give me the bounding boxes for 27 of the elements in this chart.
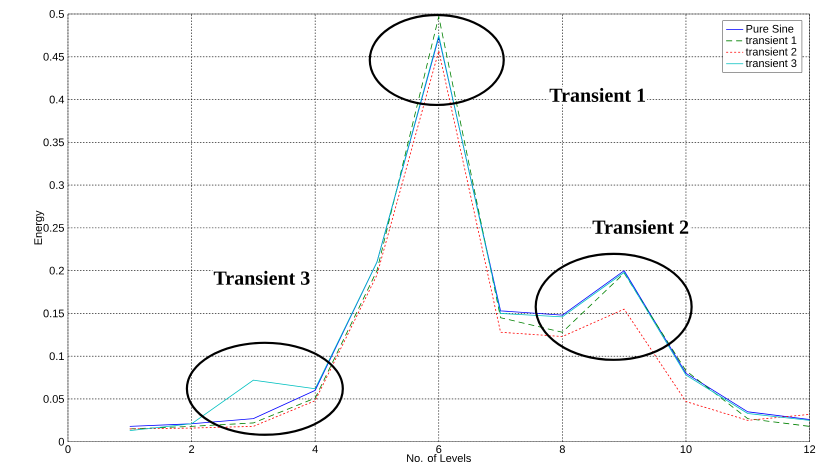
y-tick-label: 0.15 <box>43 310 64 318</box>
x-tick-label: 8 <box>560 445 565 454</box>
annotation: Transient 2 <box>592 220 688 234</box>
y-axis-title: Energy <box>34 210 44 245</box>
y-tick-label: 0 <box>58 438 64 446</box>
x-axis-title: No. of Levels <box>407 454 471 462</box>
x-tick-label: 12 <box>804 445 816 454</box>
x-tick-label: 6 <box>436 445 442 454</box>
x-tick-label: 0 <box>65 445 71 454</box>
legend-label: transient 2 <box>746 48 796 56</box>
legend-label: transient 1 <box>746 36 796 44</box>
x-tick-label: 10 <box>680 445 692 454</box>
y-tick-label: 0.4 <box>50 96 64 104</box>
y-tick-label: 0.2 <box>50 266 64 275</box>
y-tick-label: 0.25 <box>43 224 64 232</box>
y-tick-label: 0.1 <box>50 352 64 360</box>
y-tick-label: 0.45 <box>43 53 64 61</box>
y-tick-label: 0.05 <box>43 395 64 403</box>
annotation: Transient 3 <box>214 270 310 285</box>
y-tick-label: 0.5 <box>50 10 64 18</box>
y-tick-label: 0.35 <box>43 138 64 146</box>
annotation: Transient 1 <box>550 88 646 102</box>
x-tick-label: 2 <box>189 445 194 454</box>
y-tick-label: 0.3 <box>50 181 64 190</box>
legend-label: Pure Sine <box>746 24 794 33</box>
x-tick-label: 4 <box>312 445 318 453</box>
legend-label: transient 3 <box>746 59 796 68</box>
